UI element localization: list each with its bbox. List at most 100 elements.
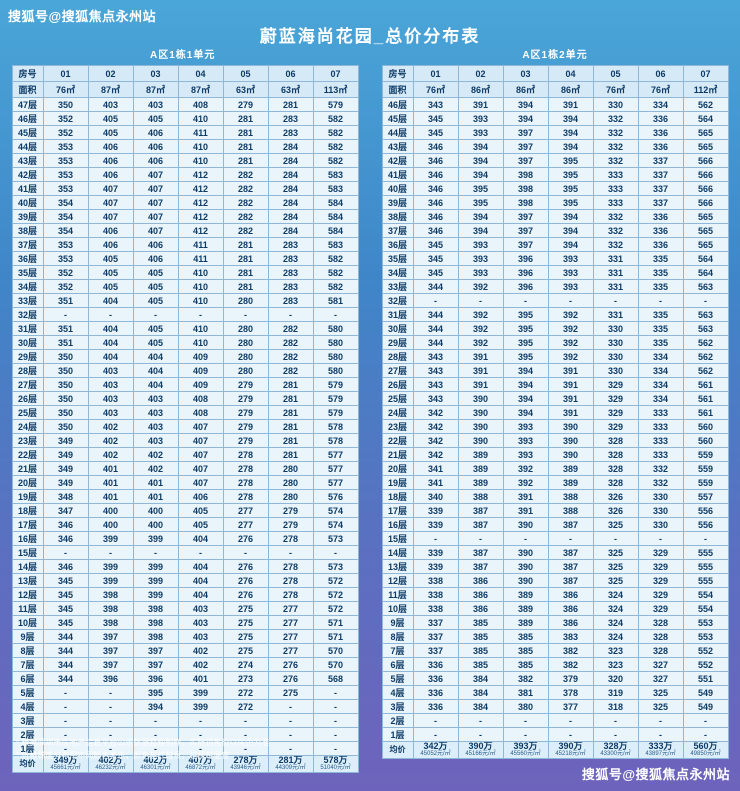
price-cell[interactable]: 332 bbox=[592, 111, 639, 126]
price-cell[interactable]: 281 bbox=[222, 111, 269, 126]
price-cell[interactable]: 400 bbox=[87, 517, 134, 532]
price-cell[interactable]: 284 bbox=[267, 139, 314, 154]
price-cell[interactable]: 382 bbox=[502, 671, 549, 686]
price-cell[interactable]: 406 bbox=[87, 223, 134, 238]
price-cell[interactable]: 407 bbox=[177, 447, 224, 462]
price-cell[interactable]: 565 bbox=[682, 209, 729, 224]
price-cell[interactable]: 335 bbox=[637, 251, 684, 266]
price-cell[interactable]: 393 bbox=[457, 125, 504, 140]
price-cell[interactable]: 551 bbox=[682, 671, 729, 686]
price-cell[interactable]: 402 bbox=[132, 447, 179, 462]
price-cell[interactable]: 281 bbox=[267, 97, 314, 112]
price-cell[interactable]: 395 bbox=[547, 195, 594, 210]
table-row[interactable]: 41层 353 407 407 412 282 284 583 bbox=[11, 181, 359, 196]
price-cell[interactable]: 396 bbox=[132, 671, 179, 686]
price-cell[interactable]: 344 bbox=[42, 643, 89, 658]
price-cell[interactable]: 330 bbox=[637, 517, 684, 532]
price-cell[interactable]: - bbox=[87, 713, 134, 728]
price-cell[interactable]: - bbox=[87, 699, 134, 714]
price-cell[interactable]: 559 bbox=[682, 461, 729, 476]
price-cell[interactable]: 282 bbox=[267, 363, 314, 378]
price-cell[interactable]: 560 bbox=[682, 419, 729, 434]
price-cell[interactable]: 400 bbox=[132, 503, 179, 518]
price-cell[interactable]: - bbox=[87, 307, 134, 322]
price-cell[interactable]: 336 bbox=[637, 209, 684, 224]
price-cell[interactable]: 412 bbox=[177, 181, 224, 196]
price-cell[interactable]: 582 bbox=[312, 265, 359, 280]
table-row[interactable]: 15层 - - - - - - - bbox=[11, 545, 359, 560]
price-cell[interactable]: 278 bbox=[222, 475, 269, 490]
price-cell[interactable]: 337 bbox=[637, 153, 684, 168]
price-cell[interactable]: 279 bbox=[222, 391, 269, 406]
price-cell[interactable]: 281 bbox=[222, 125, 269, 140]
price-cell[interactable]: 392 bbox=[547, 307, 594, 322]
price-cell[interactable]: 284 bbox=[267, 195, 314, 210]
price-cell[interactable]: 582 bbox=[312, 153, 359, 168]
price-cell[interactable]: 282 bbox=[222, 209, 269, 224]
price-cell[interactable]: 334 bbox=[637, 97, 684, 112]
price-cell[interactable]: 384 bbox=[457, 699, 504, 714]
price-cell[interactable]: 346 bbox=[412, 181, 459, 196]
price-cell[interactable]: - bbox=[457, 293, 504, 308]
price-cell[interactable]: 346 bbox=[42, 531, 89, 546]
price-cell[interactable]: 572 bbox=[312, 587, 359, 602]
price-cell[interactable]: 394 bbox=[547, 223, 594, 238]
table-row[interactable]: 2层 - - - - - - - bbox=[381, 713, 729, 728]
table-row[interactable]: 12层 345 398 399 404 276 278 572 bbox=[11, 587, 359, 602]
price-cell[interactable]: 325 bbox=[592, 559, 639, 574]
price-cell[interactable]: 407 bbox=[132, 195, 179, 210]
price-cell[interactable]: 573 bbox=[312, 559, 359, 574]
price-cell[interactable]: 389 bbox=[502, 587, 549, 602]
price-cell[interactable]: 342 bbox=[412, 433, 459, 448]
price-cell[interactable]: 346 bbox=[412, 223, 459, 238]
price-cell[interactable]: 277 bbox=[267, 601, 314, 616]
price-cell[interactable]: 399 bbox=[87, 531, 134, 546]
price-cell[interactable]: 329 bbox=[637, 545, 684, 560]
price-cell[interactable]: 396 bbox=[502, 251, 549, 266]
price-cell[interactable]: 350 bbox=[42, 363, 89, 378]
price-cell[interactable]: 389 bbox=[457, 447, 504, 462]
price-cell[interactable]: - bbox=[222, 741, 269, 756]
price-cell[interactable]: 584 bbox=[312, 223, 359, 238]
table-row[interactable]: 15层 - - - - - - - bbox=[381, 531, 729, 546]
table-row[interactable]: 36层 345 393 397 394 332 336 565 bbox=[381, 237, 729, 252]
price-cell[interactable]: 327 bbox=[637, 671, 684, 686]
price-cell[interactable]: 341 bbox=[412, 475, 459, 490]
price-cell[interactable]: 404 bbox=[87, 321, 134, 336]
price-cell[interactable]: 274 bbox=[222, 657, 269, 672]
price-cell[interactable]: 329 bbox=[592, 405, 639, 420]
price-cell[interactable]: 397 bbox=[502, 153, 549, 168]
price-cell[interactable]: 584 bbox=[312, 209, 359, 224]
price-cell[interactable]: 344 bbox=[412, 307, 459, 322]
price-cell[interactable]: 577 bbox=[312, 461, 359, 476]
price-cell[interactable]: - bbox=[312, 307, 359, 322]
price-cell[interactable]: 399 bbox=[87, 573, 134, 588]
table-row[interactable]: 29层 350 404 404 409 280 282 580 bbox=[11, 349, 359, 364]
price-cell[interactable]: 343 bbox=[412, 363, 459, 378]
price-cell[interactable]: 562 bbox=[682, 363, 729, 378]
price-cell[interactable]: 571 bbox=[312, 629, 359, 644]
price-cell[interactable]: 283 bbox=[267, 279, 314, 294]
price-cell[interactable]: 279 bbox=[267, 517, 314, 532]
price-cell[interactable]: 349 bbox=[42, 475, 89, 490]
price-cell[interactable]: 405 bbox=[87, 265, 134, 280]
price-cell[interactable]: 328 bbox=[592, 461, 639, 476]
price-cell[interactable]: 410 bbox=[177, 139, 224, 154]
price-cell[interactable]: 412 bbox=[177, 195, 224, 210]
price-cell[interactable]: 403 bbox=[177, 615, 224, 630]
price-cell[interactable]: 329 bbox=[637, 601, 684, 616]
price-cell[interactable]: 407 bbox=[132, 209, 179, 224]
price-cell[interactable]: 346 bbox=[42, 559, 89, 574]
price-cell[interactable]: 337 bbox=[412, 643, 459, 658]
price-cell[interactable]: - bbox=[42, 307, 89, 322]
price-cell[interactable]: 345 bbox=[42, 601, 89, 616]
price-cell[interactable]: 284 bbox=[267, 223, 314, 238]
price-cell[interactable]: 403 bbox=[87, 405, 134, 420]
price-cell[interactable]: 403 bbox=[87, 363, 134, 378]
table-row[interactable]: 23层 349 402 403 407 279 281 578 bbox=[11, 433, 359, 448]
price-cell[interactable]: 584 bbox=[312, 195, 359, 210]
price-cell[interactable]: 394 bbox=[502, 391, 549, 406]
table-row[interactable]: 25层 350 403 403 408 279 281 579 bbox=[11, 405, 359, 420]
price-cell[interactable]: 345 bbox=[42, 615, 89, 630]
price-cell[interactable]: 350 bbox=[42, 377, 89, 392]
